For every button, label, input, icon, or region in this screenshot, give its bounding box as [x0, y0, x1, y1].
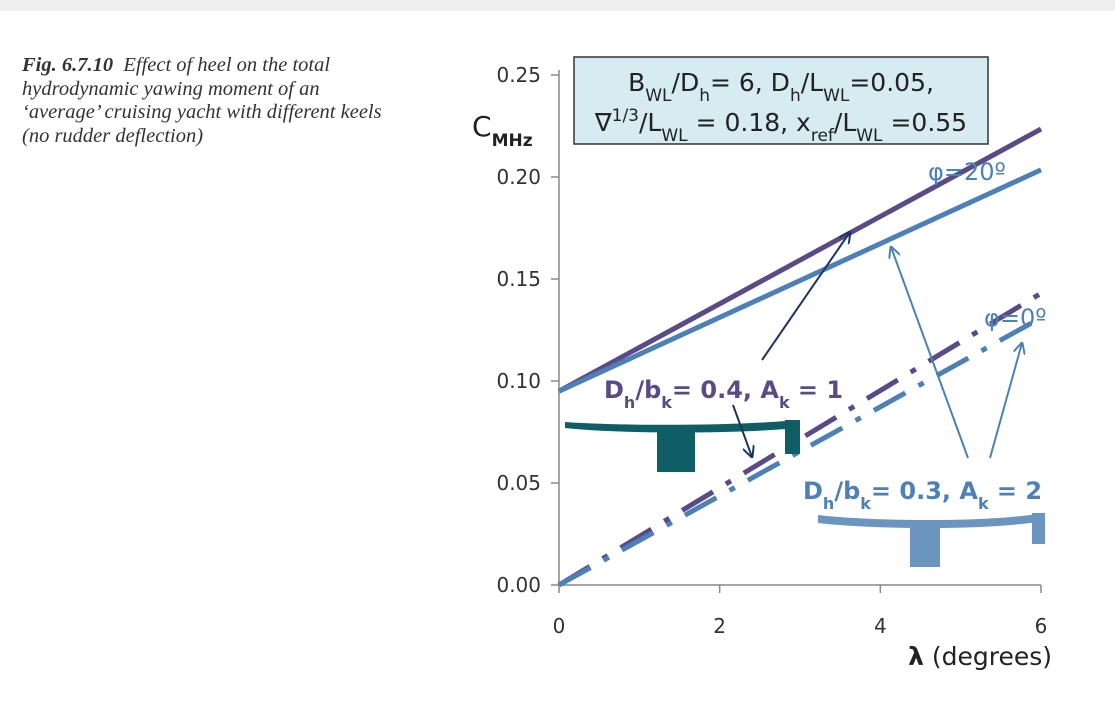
- parameter-line-2: ∇1/3/LWL = 0.18, xref/LWL =0.55: [594, 106, 967, 146]
- arrow-large-keel-to-heel-0: [989, 343, 1022, 459]
- y-tick-label: 0.05: [496, 471, 541, 495]
- y-tick-labels: 0.00 0.05 0.10 0.15 0.20 0.25: [496, 63, 559, 597]
- arrow-large-keel-to-heel-20: [891, 247, 969, 459]
- parameter-line-1: BWL/Dh= 6, Dh/LWL=0.05,: [628, 68, 934, 106]
- top-rule: [0, 0, 1115, 11]
- keel-silhouette-large: [818, 513, 1045, 567]
- x-tick-label: 2: [713, 614, 726, 638]
- x-axis-title: λ (degrees): [908, 642, 1052, 671]
- y-tick-label: 0.15: [496, 267, 541, 291]
- arrow-small-keel-to-heel-20: [761, 232, 850, 361]
- heel-0-label: φ=0º: [984, 304, 1047, 332]
- x-tick-label: 4: [874, 614, 887, 638]
- y-axis-title: CMHz: [472, 110, 533, 151]
- axes: [558, 70, 1041, 586]
- series-line-keel_small-heel_20: [557, 126, 1043, 394]
- y-tick-label: 0.20: [496, 165, 541, 189]
- y-tick-label: 0.25: [496, 63, 541, 87]
- rudder-light: [1032, 513, 1045, 544]
- parameter-box: BWL/Dh= 6, Dh/LWL=0.05, ∇1/3/LWL = 0.18,…: [573, 56, 989, 146]
- hull-section-dark: [565, 420, 796, 433]
- series-line-keel_small-heel_0: [557, 291, 1043, 588]
- keel-large-label: Dh/bk= 0.3, Ak = 2: [803, 477, 1042, 513]
- keel-fin-light: [910, 525, 940, 567]
- rudder-dark: [785, 420, 800, 454]
- parameter-box-background: [573, 56, 989, 145]
- caption-label: Fig. 6.7.10: [22, 54, 114, 76]
- keel-small-label: Dh/bk= 0.4, Ak = 1: [604, 376, 843, 412]
- annotation-arrows-small-keel: [732, 232, 850, 457]
- heel-20-label: φ=20º: [928, 158, 1006, 186]
- series-line-keel_large-heel_20: [557, 167, 1043, 394]
- series-line-keel_large-heel_0: [557, 315, 1043, 588]
- x-tick-label: 6: [1035, 614, 1048, 638]
- caption-text: Effect of heel on the total hydrodynamic…: [22, 54, 382, 147]
- x-tick-label: 0: [553, 614, 566, 638]
- series-layer: [557, 126, 1043, 588]
- keel-silhouette-small: [565, 420, 800, 472]
- annotation-arrows-large-keel: [891, 247, 1022, 459]
- hull-section-light: [818, 513, 1045, 529]
- figure-caption: Fig. 6.7.10 Effect of heel on the total …: [22, 54, 382, 148]
- y-tick-label: 0.10: [496, 369, 541, 393]
- arrow-small-keel-to-heel-0: [732, 404, 752, 457]
- x-tick-labels: 0 2 4 6: [553, 585, 1048, 638]
- keel-fin-dark: [657, 432, 695, 472]
- y-tick-label: 0.00: [496, 573, 541, 597]
